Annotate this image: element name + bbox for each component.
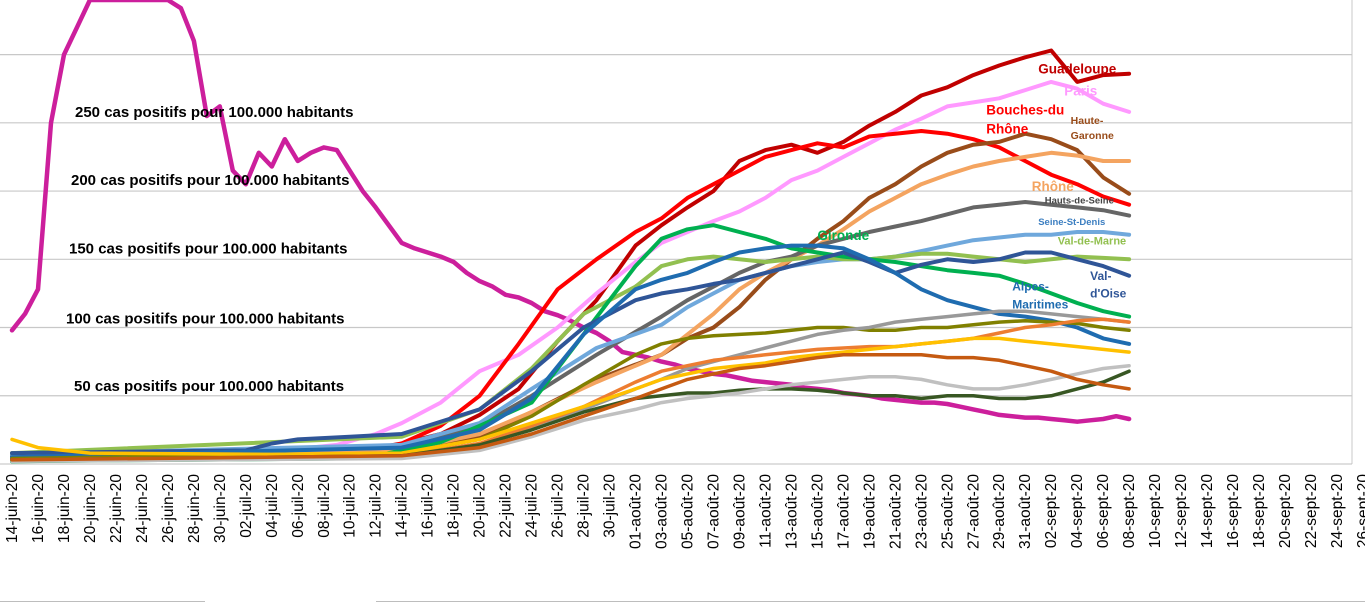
x-tick-label: 14-juin-20 bbox=[4, 474, 21, 543]
series-label-6: Rhône bbox=[1032, 179, 1074, 194]
series-line-17 bbox=[10, 363, 1131, 464]
series-line-12 bbox=[10, 318, 1131, 461]
series-label-2: Bouches-du bbox=[986, 103, 1064, 118]
series-label-11: Val- bbox=[1090, 269, 1111, 283]
x-tick-label: 04-juil-20 bbox=[264, 474, 281, 538]
x-tick-label: 26-sept-20 bbox=[1355, 474, 1365, 548]
x-tick-label: 24-sept-20 bbox=[1329, 474, 1346, 548]
series-label-8: Seine-St-Denis bbox=[1038, 217, 1105, 228]
series-line-5 bbox=[10, 150, 1132, 460]
series-label-14: Maritimes bbox=[1012, 297, 1068, 311]
x-tick-label: 16-sept-20 bbox=[1225, 474, 1242, 548]
x-tick-label: 30-juin-20 bbox=[212, 474, 229, 543]
x-tick-label: 30-juil-20 bbox=[602, 474, 619, 538]
x-tick-label: 18-juil-20 bbox=[446, 474, 463, 538]
series-lines bbox=[9, 0, 1132, 464]
series-line-2 bbox=[10, 79, 1132, 457]
series-line-15 bbox=[10, 336, 1131, 457]
x-tick-label: 07-août-20 bbox=[705, 474, 722, 549]
threshold-label-100: 100 cas positifs pour 100.000 habitants bbox=[66, 311, 344, 328]
x-tick-label: 14-juil-20 bbox=[394, 474, 411, 538]
x-tick-label: 10-juil-20 bbox=[342, 474, 359, 538]
threshold-labels: 250 cas positifs pour 100.000 habitants 2… bbox=[66, 104, 353, 395]
x-tick-label: 02-sept-20 bbox=[1043, 474, 1060, 548]
x-tick-label: 06-juil-20 bbox=[290, 474, 307, 538]
series-label-13: Alpes- bbox=[1012, 280, 1049, 294]
series-label-10: Val-de-Marne bbox=[1058, 235, 1126, 247]
series-label-1: Paris bbox=[1064, 84, 1097, 99]
x-tick-label: 16-juil-20 bbox=[420, 474, 437, 538]
x-tick-label: 13-août-20 bbox=[783, 474, 800, 549]
x-tick-label: 24-juil-20 bbox=[524, 474, 541, 538]
x-tick-label: 10-sept-20 bbox=[1147, 474, 1164, 548]
x-tick-label: 08-juil-20 bbox=[316, 474, 333, 538]
x-tick-label: 22-sept-20 bbox=[1303, 474, 1320, 548]
x-tick-label: 04-sept-20 bbox=[1069, 474, 1086, 548]
series-line-10 bbox=[10, 250, 1132, 456]
series-line-16 bbox=[10, 369, 1131, 462]
threshold-label-250: 250 cas positifs pour 100.000 habitants bbox=[75, 104, 353, 121]
x-tick-label: 06-sept-20 bbox=[1095, 474, 1112, 548]
x-tick-label: 11-août-20 bbox=[757, 474, 774, 548]
x-tick-label: 28-juil-20 bbox=[576, 474, 593, 538]
x-tick-label: 12-juil-20 bbox=[368, 474, 385, 538]
series-label-7: Hauts-de-Seine bbox=[1045, 195, 1114, 206]
series-label-3: Rhône bbox=[986, 122, 1028, 137]
series-label-12: d'Oise bbox=[1090, 287, 1127, 301]
x-axis: 14-juin-20 16-juin-20 18-juin-20 20-juin-20… bbox=[0, 463, 1365, 549]
x-tick-label: 16-juin-20 bbox=[30, 474, 47, 543]
x-tick-label: 28-juin-20 bbox=[186, 474, 203, 543]
x-tick-label: 20-juin-20 bbox=[82, 474, 99, 543]
x-tick-label: 20-sept-20 bbox=[1277, 474, 1294, 548]
x-tick-label: 21-août-20 bbox=[887, 474, 904, 549]
x-tick-label: 08-sept-20 bbox=[1121, 474, 1138, 548]
footer-divider-left bbox=[0, 601, 205, 602]
footer-divider-right bbox=[376, 601, 1365, 602]
series-line-11 bbox=[10, 243, 1132, 460]
series-line-1 bbox=[10, 48, 1132, 458]
x-tick-label: 29-août-20 bbox=[991, 474, 1008, 549]
series-label-9: Gironde bbox=[817, 228, 869, 243]
x-tick-label: 22-juil-20 bbox=[498, 474, 515, 538]
x-tick-label: 19-août-20 bbox=[861, 474, 878, 549]
series-line-3 bbox=[10, 129, 1132, 461]
x-tick-label: 09-août-20 bbox=[731, 474, 748, 549]
x-tick-label: 22-juin-20 bbox=[108, 474, 125, 543]
series-line-8 bbox=[10, 251, 1132, 456]
series-line-7 bbox=[10, 230, 1132, 457]
x-tick-label: 24-juin-20 bbox=[134, 474, 151, 543]
x-tick-label: 12-sept-20 bbox=[1173, 474, 1190, 548]
x-tick-label: 26-juin-20 bbox=[160, 474, 177, 543]
x-tick-label: 27-août-20 bbox=[965, 474, 982, 549]
series-label-5: Garonne bbox=[1071, 130, 1114, 142]
x-tick-label: 20-juil-20 bbox=[472, 474, 489, 538]
series-line-6 bbox=[10, 200, 1132, 458]
series-label-0: Guadeloupe bbox=[1038, 62, 1116, 77]
x-tick-label: 14-sept-20 bbox=[1199, 474, 1216, 548]
x-tick-label: 31-août-20 bbox=[1017, 474, 1034, 549]
x-tick-label: 17-août-20 bbox=[835, 474, 852, 549]
x-tick-label: 18-sept-20 bbox=[1251, 474, 1268, 548]
series-line-18 bbox=[10, 353, 1131, 462]
threshold-label-200: 200 cas positifs pour 100.000 habitants bbox=[71, 172, 349, 189]
x-tick-label: 26-juil-20 bbox=[550, 474, 567, 538]
x-tick-label: 23-août-20 bbox=[913, 474, 930, 549]
x-tick-label: 15-août-20 bbox=[809, 474, 826, 549]
x-tick-label: 05-août-20 bbox=[679, 474, 696, 549]
x-tick-label: 18-juin-20 bbox=[56, 474, 73, 543]
x-tick-label: 01-août-20 bbox=[628, 474, 645, 549]
threshold-label-50: 50 cas positifs pour 100.000 habitants bbox=[74, 378, 344, 395]
x-tick-label: 02-juil-20 bbox=[238, 474, 255, 538]
threshold-label-150: 150 cas positifs pour 100.000 habitants bbox=[69, 240, 347, 257]
x-tick-label: 03-août-20 bbox=[654, 474, 671, 549]
x-tick-label: 25-août-20 bbox=[939, 474, 956, 549]
series-line-13 bbox=[10, 309, 1131, 462]
series-label-4: Haute- bbox=[1071, 115, 1104, 127]
